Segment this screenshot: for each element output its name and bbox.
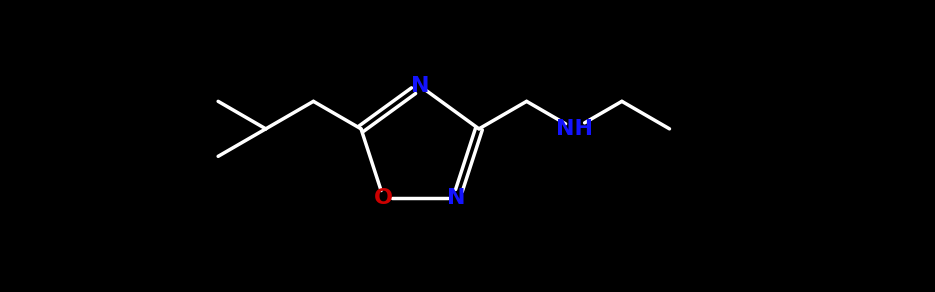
Text: N: N	[447, 188, 466, 208]
Text: O: O	[374, 188, 393, 208]
Text: N: N	[410, 76, 429, 96]
Text: NH: NH	[555, 119, 593, 139]
